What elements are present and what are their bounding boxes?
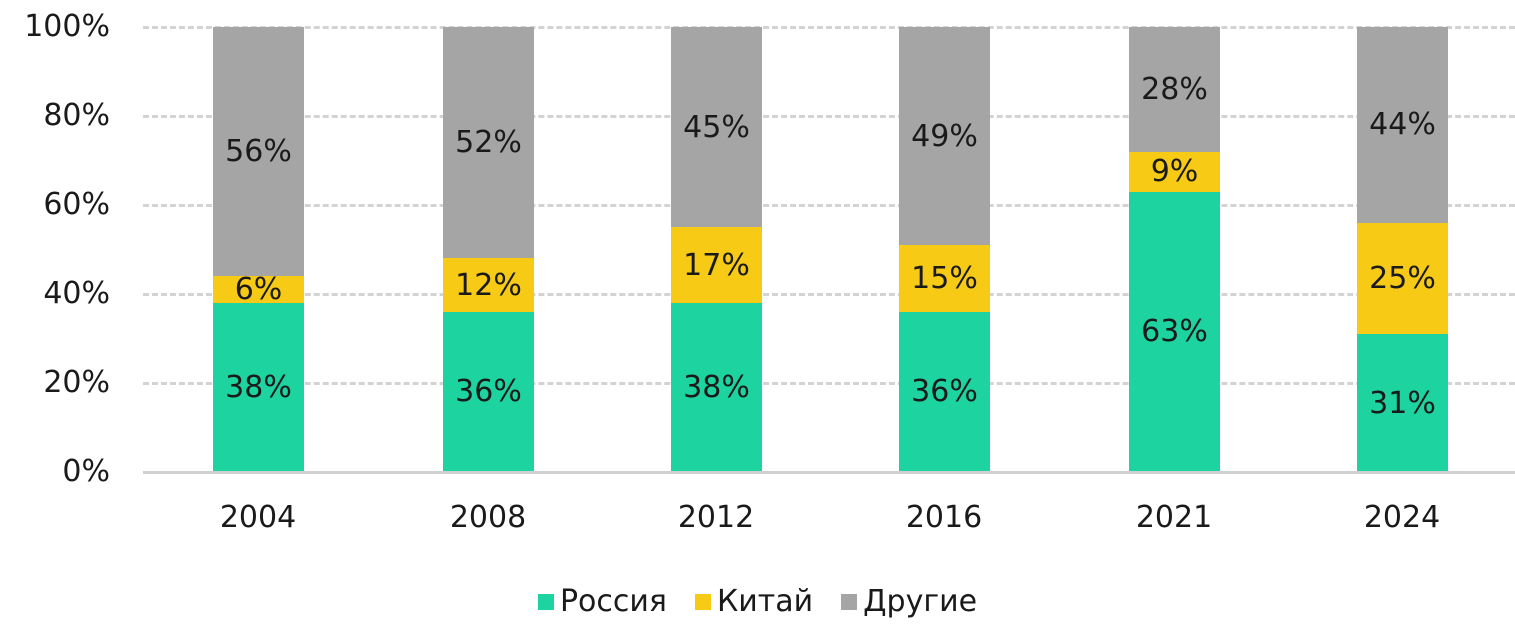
bar-segment-china: 6%: [213, 272, 304, 307]
data-label: 6%: [234, 272, 283, 308]
y-tick-label: 60%: [43, 187, 110, 222]
bar-segment-china: 17%: [671, 227, 762, 303]
x-axis-line: [143, 471, 1515, 474]
data-label: 25%: [1369, 260, 1436, 296]
legend-item-russia: Россия: [537, 584, 667, 619]
legend-swatch-icon: [694, 593, 711, 610]
y-tick-label: 100%: [24, 9, 110, 44]
bar-segment-china: 25%: [1357, 222, 1448, 335]
bar-segment-other: 49%: [899, 27, 990, 246]
data-label: 17%: [683, 247, 750, 283]
bar-2021: 63% 9% 28%: [1129, 27, 1220, 472]
y-tick-label: 0%: [62, 454, 110, 489]
data-label: 56%: [225, 134, 292, 170]
x-tick-label: 2024: [1363, 500, 1441, 535]
x-tick-label: 2012: [677, 500, 755, 535]
bar-segment-china: 12%: [443, 258, 534, 312]
bar-segment-russia: 36%: [899, 311, 990, 472]
gridline: [143, 204, 1515, 207]
legend-label: Китай: [716, 584, 814, 619]
bar-segment-russia: 63%: [1129, 191, 1220, 472]
data-label: 63%: [1141, 314, 1208, 350]
legend-swatch-icon: [841, 593, 858, 610]
x-tick-label: 2008: [449, 500, 527, 535]
bar-2024: 31% 25% 44%: [1357, 27, 1448, 472]
x-tick-label: 2004: [219, 500, 297, 535]
x-tick-label: 2021: [1135, 500, 1213, 535]
bar-2004: 38% 6% 56%: [213, 27, 304, 472]
x-tick-label: 2016: [905, 500, 983, 535]
bar-segment-china: 15%: [899, 245, 990, 312]
data-label: 28%: [1141, 71, 1208, 107]
data-label: 45%: [683, 109, 750, 145]
bar-2016: 36% 15% 49%: [899, 27, 990, 472]
data-label: 38%: [225, 369, 292, 405]
bar-segment-russia: 38%: [213, 302, 304, 472]
bar-2012: 38% 17% 45%: [671, 27, 762, 472]
legend-item-china: Китай: [694, 584, 814, 619]
data-label: 12%: [455, 267, 522, 303]
legend-label: Россия: [559, 584, 667, 619]
legend: Россия Китай Другие: [0, 584, 1515, 619]
data-label: 38%: [683, 369, 750, 405]
bar-segment-other: 45%: [671, 27, 762, 228]
data-label: 36%: [455, 374, 522, 410]
y-tick-label: 40%: [43, 276, 110, 311]
bar-segment-other: 44%: [1357, 27, 1448, 223]
bar-segment-russia: 36%: [443, 311, 534, 472]
data-label: 44%: [1369, 107, 1436, 143]
bar-segment-other: 28%: [1129, 27, 1220, 152]
bar-segment-russia: 38%: [671, 302, 762, 472]
gridline: [143, 382, 1515, 385]
data-label: 9%: [1150, 154, 1199, 190]
data-label: 31%: [1369, 385, 1436, 421]
gridline: [143, 26, 1515, 29]
bar-segment-other: 56%: [213, 27, 304, 277]
y-tick-label: 20%: [43, 365, 110, 400]
data-label: 36%: [911, 374, 978, 410]
data-label: 52%: [455, 125, 522, 161]
gridline: [143, 115, 1515, 118]
bar-segment-china: 9%: [1129, 151, 1220, 192]
bar-segment-other: 52%: [443, 27, 534, 259]
legend-label: Другие: [863, 584, 978, 619]
bar-2008: 36% 12% 52%: [443, 27, 534, 472]
y-tick-label: 80%: [43, 98, 110, 133]
data-label: 49%: [911, 118, 978, 154]
bar-segment-russia: 31%: [1357, 334, 1448, 472]
legend-swatch-icon: [537, 593, 554, 610]
legend-item-other: Другие: [841, 584, 977, 619]
gridline: [143, 293, 1515, 296]
data-label: 15%: [911, 260, 978, 296]
